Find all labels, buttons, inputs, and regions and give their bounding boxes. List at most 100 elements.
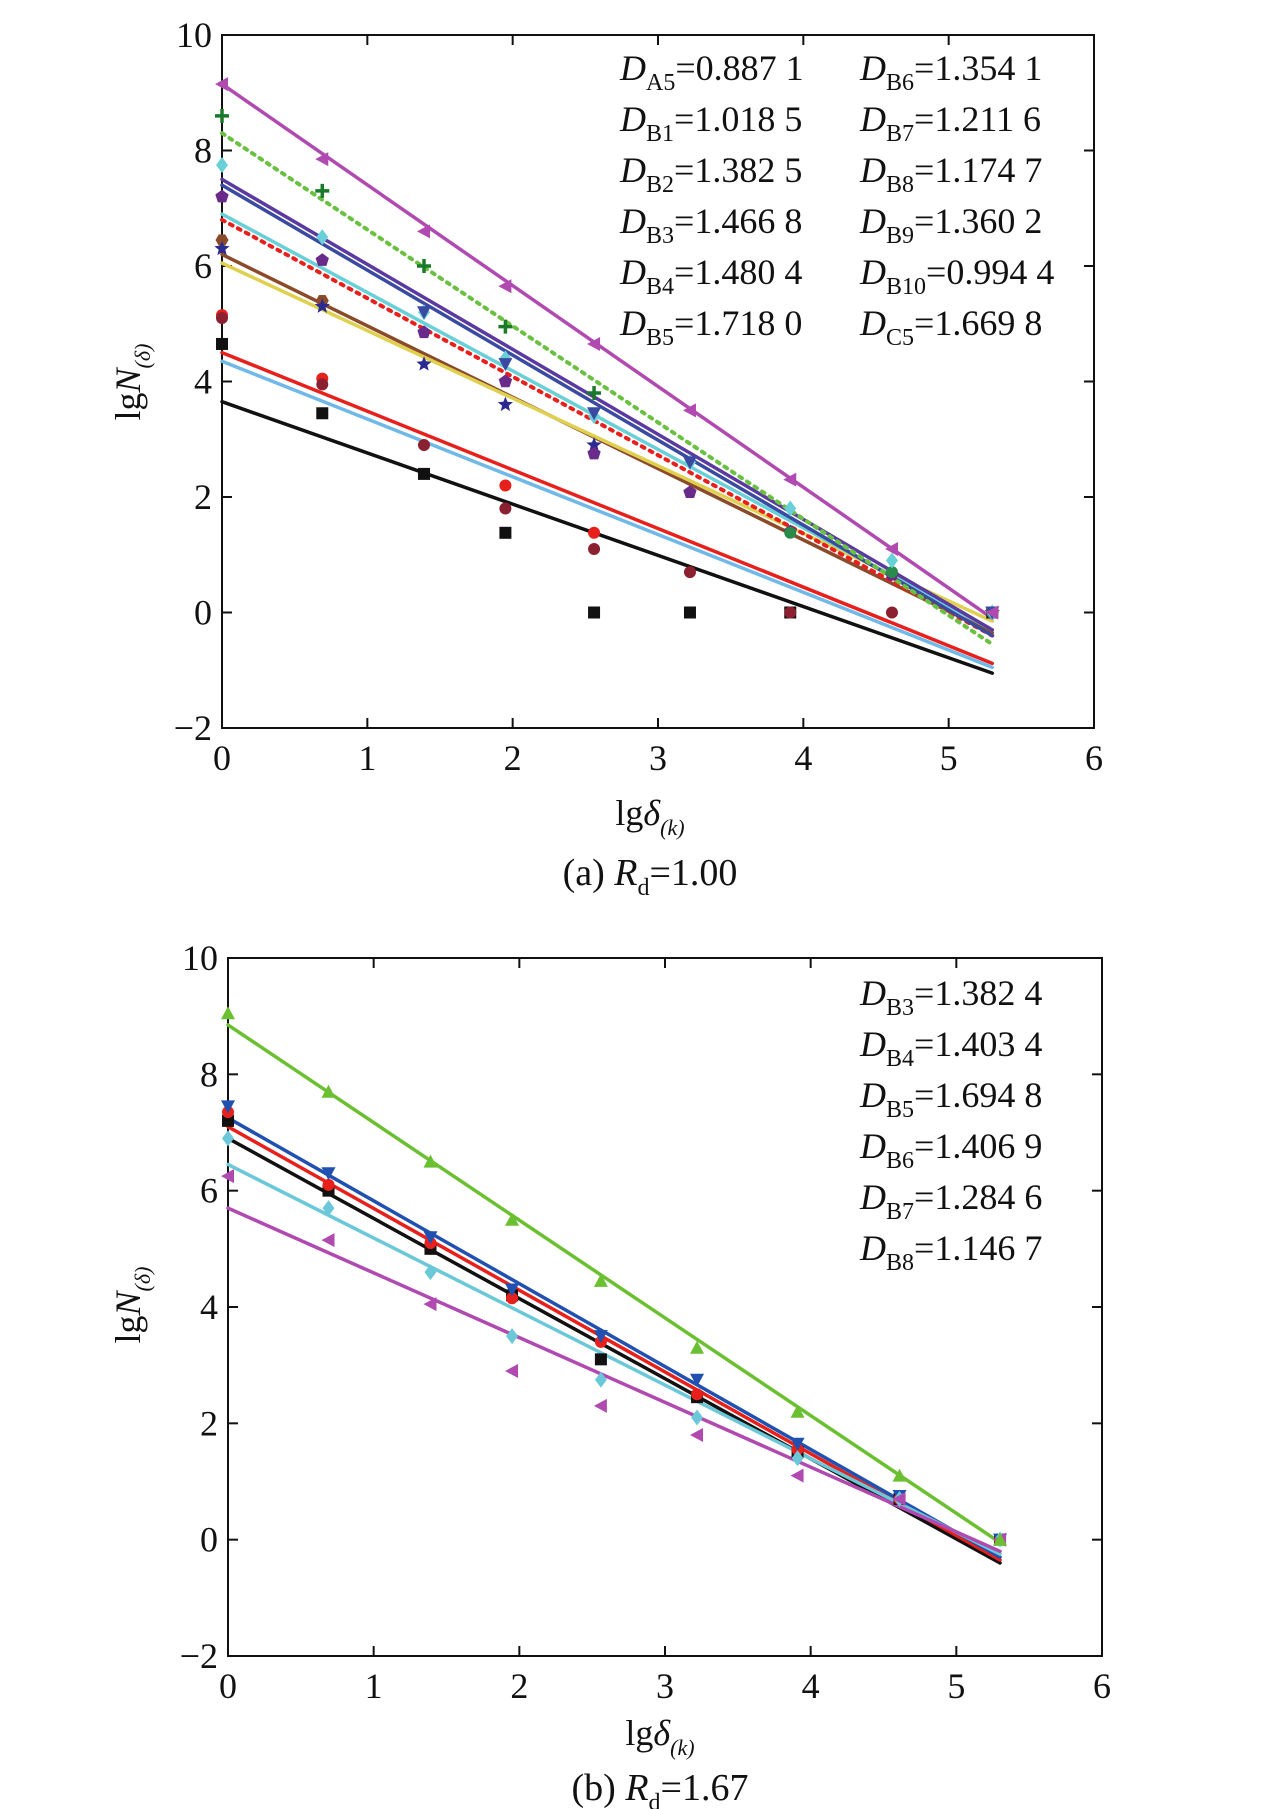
series-3-point	[791, 1450, 804, 1467]
series-0-point	[316, 407, 329, 420]
annotation-B5: DB5=1.718 0	[619, 303, 802, 351]
series-1-point	[691, 1388, 704, 1401]
series-4-point	[423, 1297, 437, 1312]
series-10-point	[784, 500, 797, 517]
series-13-point	[215, 108, 229, 123]
series-7-point	[416, 356, 432, 371]
series-8-point	[498, 374, 513, 388]
y-tick-label: 4	[194, 362, 212, 402]
series-13-point	[498, 319, 513, 334]
series-2-point	[790, 1437, 805, 1451]
series-0-point	[222, 1114, 234, 1127]
series-2-point	[423, 1231, 438, 1245]
annotation-B2: DB2=1.382 5	[619, 150, 802, 198]
x-tick-label: 1	[358, 738, 376, 778]
series-4-point	[790, 1468, 804, 1483]
series-8-point	[587, 446, 601, 460]
y-tick-label: 2	[194, 477, 212, 517]
y-axis-label: lgN(δ)	[108, 344, 155, 421]
panel-caption: (a) Rd=1.00	[563, 852, 738, 901]
series-9-point	[784, 526, 797, 539]
series-5-point	[321, 1084, 336, 1098]
y-tick-label: 0	[200, 1520, 218, 1560]
series-4-point	[215, 234, 229, 246]
y-tick-label: 6	[200, 1171, 218, 1211]
x-tick-label: 5	[940, 738, 958, 778]
series-4-point	[221, 1169, 234, 1184]
series-0-point	[683, 606, 696, 619]
series-3-point	[594, 1371, 607, 1388]
series-0-point	[216, 337, 228, 350]
series-4-point	[892, 1491, 906, 1506]
series-0-point	[418, 467, 431, 480]
series-0-point	[499, 526, 512, 539]
x-tick-label: 3	[649, 738, 667, 778]
annotation-B6: DB6=1.406 9	[859, 1126, 1042, 1174]
series-1-point	[506, 1292, 519, 1305]
series-4-point	[505, 1363, 519, 1378]
y-tick-label: 10	[182, 938, 218, 978]
series-4-point	[321, 1233, 335, 1248]
series-6-fit-line	[220, 217, 995, 638]
series-1-fit-line	[220, 350, 995, 666]
series-13-point	[417, 259, 432, 273]
annotation-B1: DB1=1.018 5	[619, 99, 802, 147]
annotation-B6: DB6=1.354 1	[859, 48, 1042, 96]
series-3-point	[424, 1264, 437, 1281]
series-2-fit-line	[226, 1116, 1002, 1559]
series-3-point	[499, 502, 512, 515]
series-15-point	[884, 541, 898, 556]
series-7-point	[497, 396, 513, 412]
annotation-B8: DB8=1.174 7	[859, 150, 1042, 198]
series-15-point	[682, 403, 696, 418]
x-tick-label: 4	[802, 1666, 820, 1706]
series-15-point	[417, 224, 431, 239]
series-2-point	[505, 1283, 520, 1297]
series-15-point	[985, 605, 999, 620]
x-tick-label: 6	[1085, 738, 1103, 778]
x-axis-label: lgδ(k)	[625, 1713, 694, 1760]
series-15-point	[587, 336, 601, 351]
y-tick-label: 8	[200, 1054, 218, 1094]
annotation-B5: DB5=1.694 8	[859, 1075, 1042, 1123]
series-5-point	[221, 1006, 235, 1020]
x-tick-label: 2	[510, 1666, 528, 1706]
series-3-point	[588, 542, 601, 555]
y-axis-label-group: lgN(δ)	[108, 344, 155, 421]
panel-caption: (b) Rd=1.67	[572, 1767, 749, 1809]
series-11-fit-line	[220, 183, 995, 638]
series-9-point	[885, 566, 898, 579]
series-2-fit-line	[220, 359, 995, 670]
annotation-C5: DC5=1.669 8	[859, 303, 1042, 351]
series-15-point	[315, 152, 329, 167]
series-15-fit-line	[220, 82, 995, 621]
series-5-point	[993, 1532, 1008, 1546]
series-10-point	[885, 552, 898, 569]
x-tick-label: 0	[213, 738, 231, 778]
annotation-B3: DB3=1.382 4	[859, 973, 1042, 1021]
y-tick-label: −2	[174, 708, 212, 748]
series-2-point	[690, 1373, 705, 1387]
x-tick-label: 1	[365, 1666, 383, 1706]
annotation-B8: DB8=1.146 7	[859, 1228, 1042, 1276]
series-4-point	[593, 1398, 607, 1413]
series-3-point	[222, 1130, 234, 1147]
series-3-point	[418, 439, 431, 452]
series-1-point	[499, 479, 512, 492]
series-3-point	[316, 378, 329, 391]
series-2-point	[221, 1100, 235, 1114]
series-11-point	[498, 358, 513, 372]
series-5-fit-line	[226, 1023, 1002, 1545]
annotation-B3: DB3=1.466 8	[619, 201, 802, 249]
series-5-point	[505, 1212, 520, 1226]
series-3-point	[885, 606, 898, 619]
series-1-point	[322, 1178, 335, 1191]
series-5-point	[790, 1404, 805, 1418]
series-10-point	[216, 156, 228, 173]
y-tick-label: 0	[194, 593, 212, 633]
y-tick-label: −2	[180, 1636, 218, 1676]
series-8-point	[215, 189, 229, 203]
